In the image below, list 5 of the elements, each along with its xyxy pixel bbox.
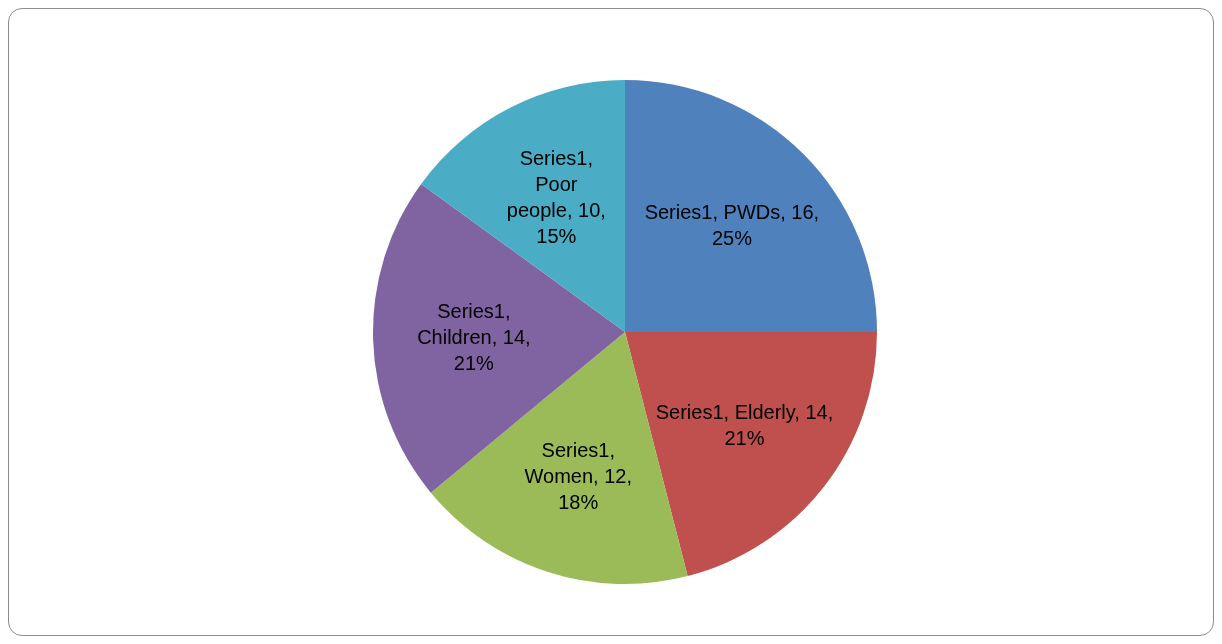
text: Series1, Children, 14, 21% xyxy=(417,299,531,374)
text: Series1, Women, 12, 18% xyxy=(524,438,632,513)
text: Series1, Elderly, 14, 21% xyxy=(655,400,834,449)
text: Series1, PWDs, 16, 25% xyxy=(644,201,820,250)
text: Series1, Poor people, 10, 15% xyxy=(506,147,606,248)
